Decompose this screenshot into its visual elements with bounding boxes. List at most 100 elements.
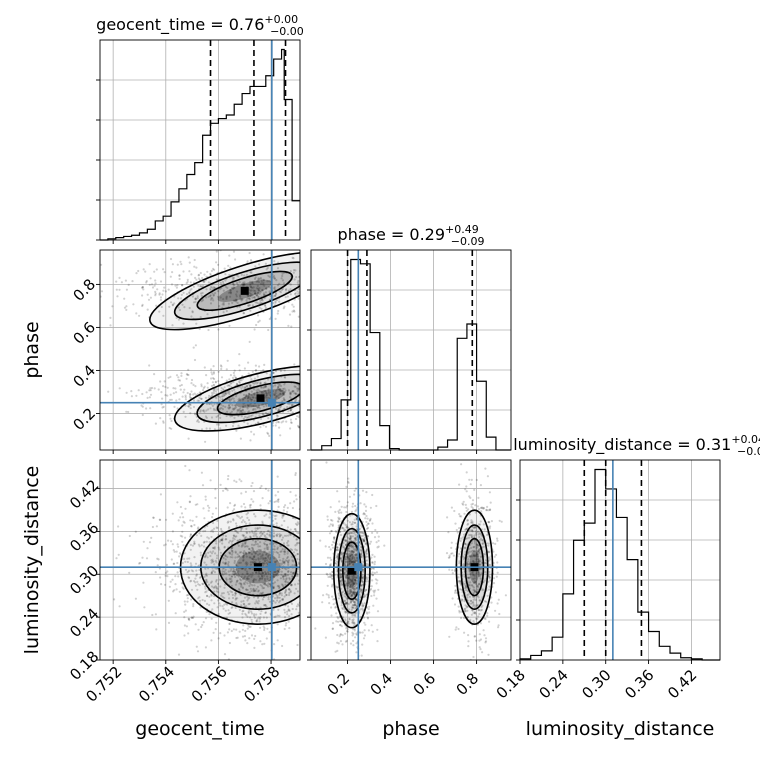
scatter-point (242, 582, 245, 585)
scatter-point (452, 554, 455, 557)
scatter-point (296, 573, 299, 576)
scatter-point (224, 568, 227, 571)
scatter-point (272, 587, 275, 590)
scatter-point (281, 400, 284, 403)
scatter-point (329, 572, 332, 575)
scatter-point (349, 584, 352, 587)
scatter-point (318, 590, 320, 592)
scatter-point (238, 589, 241, 592)
scatter-point (305, 615, 307, 617)
scatter-point (378, 296, 380, 298)
scatter-point (280, 573, 283, 577)
scatter-point (158, 292, 161, 295)
scatter-point (463, 587, 466, 590)
scatter-point (280, 563, 283, 566)
scatter-point (301, 404, 303, 406)
scatter-point (325, 580, 327, 582)
scatter-point (340, 511, 343, 514)
scatter-point (240, 582, 243, 586)
scatter-point (194, 276, 197, 279)
diag-title-geocent_time: geocent_time = 0.76+0.00 −0.00 (96, 13, 304, 38)
scatter-point (303, 549, 305, 551)
scatter-point (203, 280, 206, 283)
scatter-point (249, 384, 252, 387)
scatter-point (257, 295, 260, 298)
scatter-point (286, 613, 289, 616)
scatter-point (302, 608, 304, 610)
scatter-point (246, 516, 249, 520)
scatter-point (268, 542, 272, 545)
scatter-point (474, 511, 477, 514)
scatter-point (353, 601, 356, 604)
scatter-point (328, 552, 330, 554)
scatter-point (258, 365, 261, 368)
scatter-point (339, 633, 342, 636)
scatter-point (253, 399, 256, 403)
scatter-point (174, 583, 177, 586)
scatter-point (307, 589, 309, 591)
scatter-point (296, 290, 299, 293)
scatter-point (232, 518, 235, 521)
scatter-point (157, 388, 160, 391)
scatter-point (480, 506, 483, 509)
diag-panel-geocent_time: geocent_time = 0.76+0.00 −0.00 (96, 13, 304, 244)
scatter-point (297, 541, 300, 545)
scatter-point (343, 568, 346, 572)
scatter-point (346, 556, 349, 559)
scatter-point (273, 548, 276, 551)
scatter-point (387, 378, 389, 380)
scatter-point (307, 600, 309, 602)
scatter-point (235, 535, 238, 538)
scatter-point (464, 528, 467, 532)
scatter-point (307, 583, 309, 585)
diag-title-phase: phase = 0.29+0.49 −0.09 (338, 223, 485, 248)
scatter-point (261, 553, 264, 556)
scatter-point (362, 426, 364, 428)
scatter-point (369, 395, 371, 397)
scatter-point (324, 309, 326, 311)
scatter-point (155, 525, 158, 528)
scatter-point (236, 572, 239, 575)
scatter-point (473, 590, 476, 593)
pair-frame-0 (99, 249, 301, 451)
scatter-point (134, 597, 137, 600)
scatter-point (162, 268, 165, 271)
scatter-point (154, 571, 157, 574)
scatter-point (187, 593, 190, 597)
scatter-point (283, 393, 286, 396)
scatter-point (297, 561, 300, 564)
scatter-point (244, 386, 247, 390)
scatter-point (175, 374, 179, 377)
scatter-point (167, 599, 170, 602)
scatter-point (347, 574, 350, 577)
scatter-point (225, 578, 228, 582)
scatter-point (218, 395, 221, 398)
scatter-point (202, 409, 205, 412)
scatter-point (335, 392, 337, 394)
scatter-point (350, 553, 353, 556)
scatter-point (320, 413, 322, 415)
scatter-point (251, 294, 254, 297)
scatter-point (234, 535, 237, 538)
scatter-point (253, 393, 256, 396)
scatter-point (464, 608, 467, 611)
scatter-point (155, 304, 158, 307)
scatter-point (263, 386, 266, 389)
scatter-point (210, 585, 214, 588)
scatter-point (321, 400, 323, 402)
scatter-point (487, 509, 490, 512)
scatter-point (291, 559, 294, 562)
title-sup-luminosity_distance: +0.04 (731, 433, 760, 446)
scatter-point (344, 376, 346, 378)
scatter-point (191, 616, 195, 620)
scatter-point (175, 391, 178, 394)
scatter-point (257, 277, 260, 280)
scatter-point (241, 283, 244, 286)
scatter-point (125, 410, 128, 413)
scatter-point (261, 568, 264, 571)
scatter-point (211, 381, 214, 384)
scatter-point (278, 388, 281, 391)
scatter-point (192, 603, 195, 606)
scatter-point (489, 525, 492, 528)
scatter-point (466, 527, 469, 530)
